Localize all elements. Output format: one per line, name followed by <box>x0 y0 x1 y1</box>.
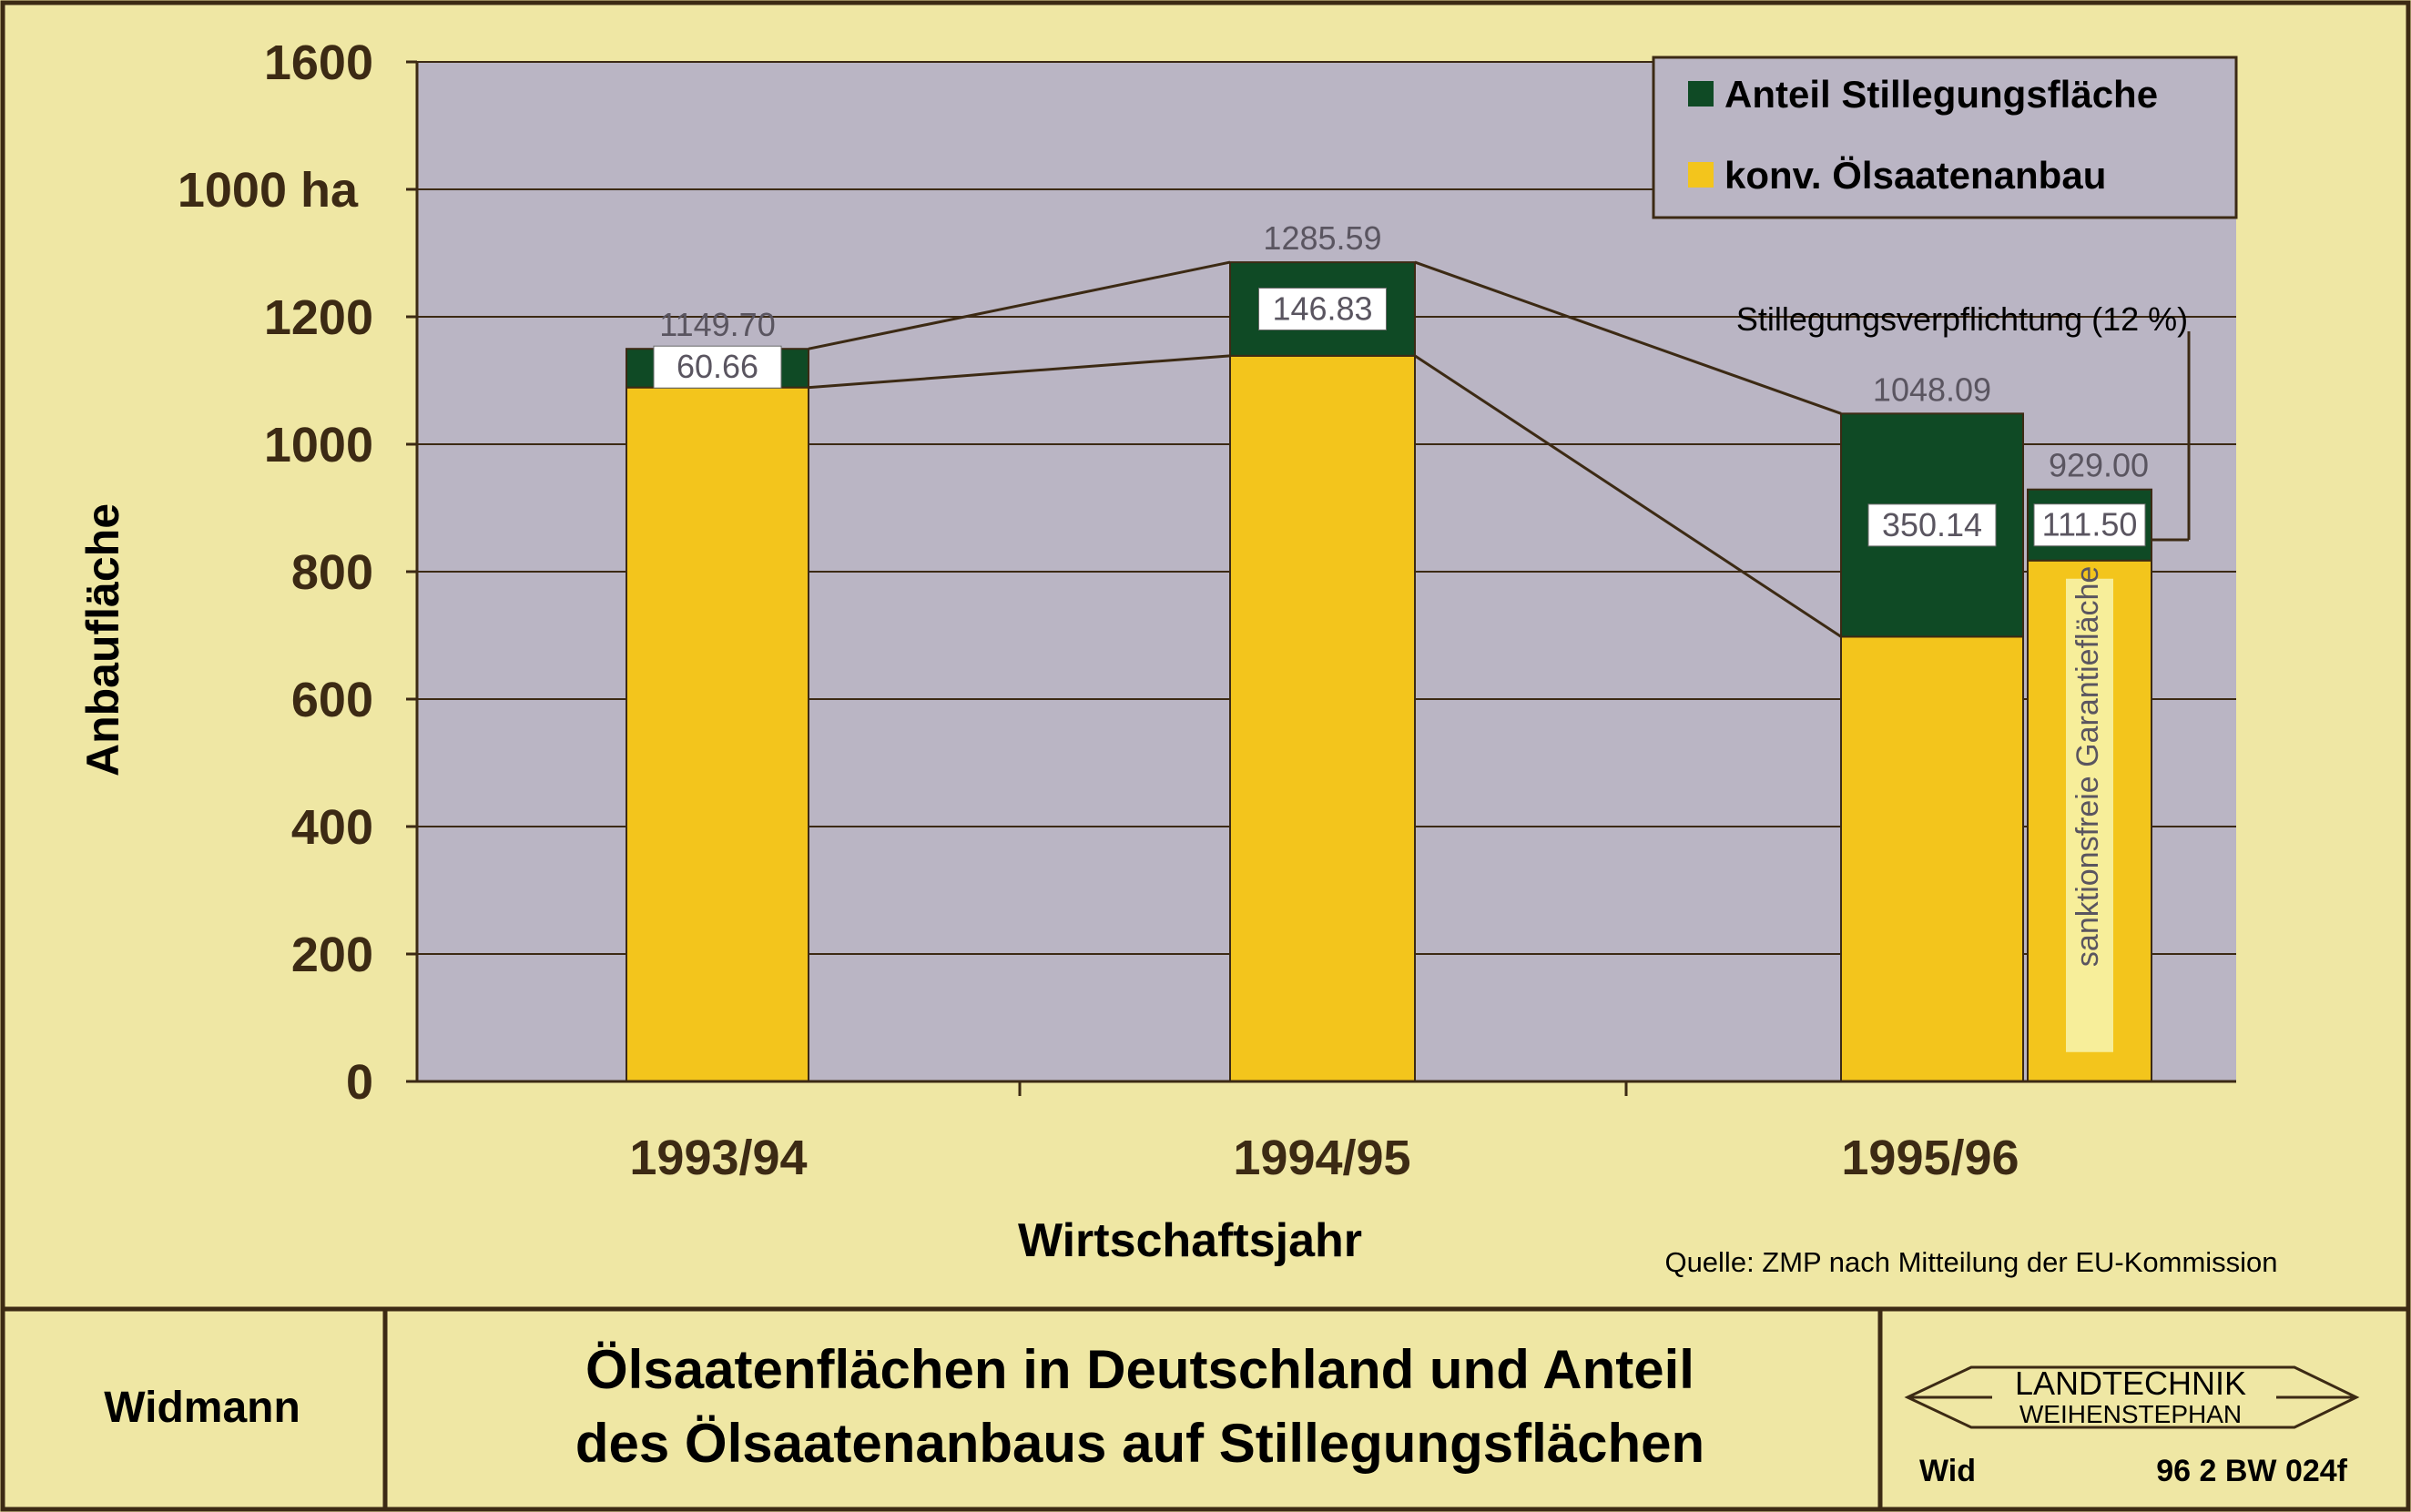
code-left: Wid <box>1919 1454 1976 1488</box>
logo-text-line1: LANDTECHNIK <box>2015 1365 2246 1402</box>
bar-stilllegung-label: 111.50 <box>2042 506 2138 543</box>
connector-konv <box>808 354 1231 390</box>
legend-label-konv: konv. Ölsaatenanbau <box>1724 154 2106 197</box>
bar-chart: 1149.70 60.66 1285.59 146.83 1048.09 350.14 92… <box>77 36 2278 1278</box>
bar-stilllegung-label: 146.83 <box>1272 289 1372 327</box>
bar-total-label: 1149.70 <box>659 306 775 343</box>
bar-total-label: 1285.59 <box>1263 219 1381 257</box>
sanktionsfreie-label: sanktionsfreie Garantiefläche <box>2070 566 2105 967</box>
x-tick-labels: 1993/94 1994/95 1995/96 <box>629 1081 2019 1185</box>
y-unit-label: 1000 ha <box>178 163 359 218</box>
x-tick-label: 1995/96 <box>1841 1131 2019 1185</box>
logo-text-line2: WEIHENSTEPHAN <box>2019 1400 2242 1428</box>
bar-stilllegung-label: 60.66 <box>677 348 758 385</box>
y-tick-label: 200 <box>291 928 373 982</box>
bar-konv-olsaaten <box>1229 354 1416 1083</box>
obligation-annotation: Stillegungsverpflichtung (12 %) <box>1736 300 2191 540</box>
bar-total-label: 1048.09 <box>1873 370 1991 408</box>
y-tick-label: 1200 <box>264 290 373 345</box>
x-tick-label: 1993/94 <box>629 1131 807 1185</box>
bar-total-label: 929.00 <box>2049 447 2149 484</box>
legend-swatch-stilllegung <box>1688 81 1714 107</box>
source-note: Quelle: ZMP nach Mitteilung der EU-Kommi… <box>1664 1246 2277 1278</box>
connector-total <box>1414 260 1842 415</box>
x-tick-label: 1994/95 <box>1233 1131 1410 1185</box>
author-name: Widmann <box>104 1384 300 1432</box>
y-tick-label: 1600 <box>264 36 373 90</box>
y-tick-label: 0 <box>346 1055 373 1110</box>
legend: Anteil Stillegungsfläche konv. Ölsaatena… <box>1652 56 2238 219</box>
inner-label-bg <box>2066 578 2113 1052</box>
value-box <box>653 345 782 389</box>
legend-box <box>1652 56 2238 219</box>
y-tick-label: 1000 <box>264 418 373 472</box>
bar-stilllegung-label: 350.14 <box>1882 506 1982 543</box>
bar-konv-olsaaten <box>626 386 809 1082</box>
value-box <box>1867 503 1997 547</box>
legend-label-stilllegung: Anteil Stillegungsfläche <box>1724 73 2158 116</box>
value-box <box>1258 287 1387 330</box>
y-tick-label: 800 <box>291 545 373 600</box>
slide-title-line2: des Ölsaatenanbaus auf Stillegungsfläche… <box>575 1413 1704 1474</box>
connector-total <box>808 260 1231 350</box>
code-right: 96 2 BW 024f <box>2156 1454 2347 1488</box>
connector-konv <box>1414 354 1842 638</box>
y-tick-label: 600 <box>291 673 373 727</box>
y-axis-label: Anbaufläche <box>77 503 128 776</box>
value-labels: 1149.70 60.66 1285.59 146.83 1048.09 350.14 92… <box>653 219 2149 1052</box>
obligation-label: Stillegungsverpflichtung (12 %) <box>1736 300 2188 338</box>
footer: Widmann Ölsaatenflächen in Deutschland u… <box>3 1306 2408 1509</box>
legend-swatch-konv <box>1688 162 1714 188</box>
value-box <box>2033 503 2146 547</box>
landtechnik-logo: LANDTECHNIK WEIHENSTEPHAN <box>1904 1365 2360 1429</box>
connector-lines <box>808 260 2189 638</box>
bars <box>626 261 2152 1083</box>
x-axis-label: Wirtschaftsjahr <box>1018 1214 1362 1267</box>
y-tick-label: 400 <box>291 800 373 855</box>
bar-konv-olsaaten <box>1840 635 2024 1082</box>
y-tick-labels: 0 200 400 600 800 1000 1200 1600 1000 ha <box>178 36 417 1110</box>
slide-title-line1: Ölsaatenflächen in Deutschland und Antei… <box>585 1339 1694 1400</box>
